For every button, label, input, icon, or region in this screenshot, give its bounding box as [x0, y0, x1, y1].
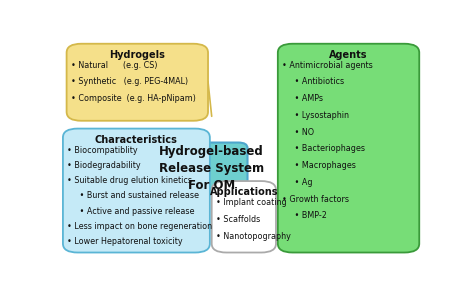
FancyBboxPatch shape — [212, 181, 276, 253]
Text: • Antibiotics: • Antibiotics — [282, 77, 344, 86]
Text: • Composite  (e.g. HA-pNipam): • Composite (e.g. HA-pNipam) — [71, 94, 196, 103]
Text: Characteristics: Characteristics — [95, 135, 178, 145]
Text: • Synthetic   (e.g. PEG-4MAL): • Synthetic (e.g. PEG-4MAL) — [71, 77, 188, 86]
Text: • Suitable drug elution kinetics: • Suitable drug elution kinetics — [67, 176, 192, 185]
Text: • Natural      (e.g. CS): • Natural (e.g. CS) — [71, 61, 157, 70]
Text: • AMPs: • AMPs — [282, 94, 323, 103]
FancyBboxPatch shape — [66, 44, 208, 121]
FancyBboxPatch shape — [63, 128, 210, 253]
Text: Agents: Agents — [329, 50, 368, 60]
Text: • Lysostaphin: • Lysostaphin — [282, 111, 349, 120]
Text: Hydrogels: Hydrogels — [109, 50, 165, 60]
Text: • Implant coating: • Implant coating — [216, 198, 287, 207]
Text: • Lower Hepatorenal toxicity: • Lower Hepatorenal toxicity — [67, 238, 183, 246]
Text: Applications: Applications — [210, 187, 278, 197]
Text: • Bacteriophages: • Bacteriophages — [282, 144, 365, 153]
Text: • Biocompatiblity: • Biocompatiblity — [67, 146, 138, 155]
Text: • Active and passive release: • Active and passive release — [67, 207, 195, 216]
Text: • Nanotopography: • Nanotopography — [216, 231, 291, 240]
Text: • Ag: • Ag — [282, 178, 313, 187]
Text: • Less impact on bone regeneration: • Less impact on bone regeneration — [67, 222, 212, 231]
Text: • Scaffolds: • Scaffolds — [216, 215, 260, 224]
Text: • NO: • NO — [282, 128, 314, 137]
Text: Hydrogel-based
Release System
For OM: Hydrogel-based Release System For OM — [159, 145, 264, 192]
Text: • BMP-2: • BMP-2 — [282, 211, 327, 220]
FancyBboxPatch shape — [278, 44, 419, 253]
FancyBboxPatch shape — [176, 143, 247, 195]
Text: • Antimicrobial agents: • Antimicrobial agents — [282, 61, 373, 70]
Text: • Burst and sustained release: • Burst and sustained release — [67, 191, 200, 200]
Text: • Growth factors: • Growth factors — [282, 195, 349, 204]
Text: • Biodegradability: • Biodegradability — [67, 161, 141, 170]
Text: • Macrophages: • Macrophages — [282, 161, 356, 170]
